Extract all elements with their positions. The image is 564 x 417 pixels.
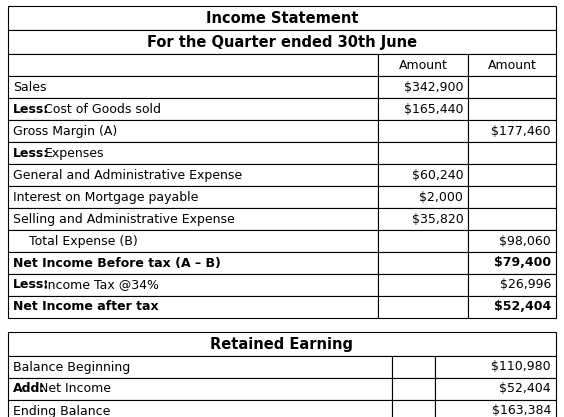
Bar	[378, 164, 468, 186]
Bar	[378, 54, 468, 76]
Bar	[378, 230, 468, 252]
Text: For the Quarter ended 30th June: For the Quarter ended 30th June	[147, 35, 417, 50]
Text: Total Expense (B): Total Expense (B)	[13, 234, 138, 248]
Bar	[468, 76, 556, 98]
Bar	[435, 356, 556, 378]
Bar	[8, 164, 378, 186]
Bar	[468, 120, 556, 142]
Bar	[378, 76, 468, 98]
Bar	[468, 54, 556, 76]
Text: Less:: Less:	[13, 146, 49, 159]
Bar	[391, 400, 435, 417]
Text: Less:: Less:	[13, 279, 49, 291]
Bar	[8, 230, 378, 252]
Text: Interest on Mortgage payable: Interest on Mortgage payable	[13, 191, 199, 203]
Bar	[468, 164, 556, 186]
Bar	[8, 76, 378, 98]
Bar	[468, 98, 556, 120]
Text: General and Administrative Expense: General and Administrative Expense	[13, 168, 242, 181]
Text: $52,404: $52,404	[499, 382, 551, 395]
Text: Net Income Before tax (A – B): Net Income Before tax (A – B)	[13, 256, 221, 269]
Bar	[435, 378, 556, 400]
Text: $52,404: $52,404	[494, 301, 551, 314]
Bar	[8, 378, 391, 400]
Bar	[8, 120, 378, 142]
Bar	[378, 296, 468, 318]
Bar	[378, 252, 468, 274]
Text: Add:: Add:	[13, 382, 45, 395]
Text: $79,400: $79,400	[494, 256, 551, 269]
Text: Expenses: Expenses	[45, 146, 104, 159]
Bar	[8, 98, 378, 120]
Bar	[8, 208, 378, 230]
Bar	[8, 332, 556, 356]
Text: $110,980: $110,980	[491, 361, 551, 374]
Bar	[435, 400, 556, 417]
Text: $98,060: $98,060	[499, 234, 551, 248]
Text: Cost of Goods sold: Cost of Goods sold	[45, 103, 161, 116]
Text: $60,240: $60,240	[412, 168, 463, 181]
Text: Net Income: Net Income	[39, 382, 111, 395]
Text: Amount: Amount	[488, 58, 536, 71]
Bar	[8, 6, 556, 30]
Bar	[468, 186, 556, 208]
Bar	[378, 142, 468, 164]
Bar	[8, 252, 378, 274]
Text: $342,900: $342,900	[404, 80, 463, 93]
Text: Income Statement: Income Statement	[206, 10, 358, 25]
Bar	[8, 142, 378, 164]
Text: $163,384: $163,384	[492, 404, 551, 417]
Text: $2,000: $2,000	[420, 191, 463, 203]
Bar	[8, 400, 391, 417]
Bar	[378, 120, 468, 142]
Text: Selling and Administrative Expense: Selling and Administrative Expense	[13, 213, 235, 226]
Text: Amount: Amount	[399, 58, 448, 71]
Text: Net Income after tax: Net Income after tax	[13, 301, 158, 314]
Bar	[8, 30, 556, 54]
Text: $35,820: $35,820	[412, 213, 463, 226]
Bar	[468, 208, 556, 230]
Bar	[468, 252, 556, 274]
Bar	[8, 356, 391, 378]
Bar	[391, 378, 435, 400]
Bar	[468, 142, 556, 164]
Text: $165,440: $165,440	[404, 103, 463, 116]
Bar	[378, 98, 468, 120]
Text: Sales: Sales	[13, 80, 46, 93]
Text: Gross Margin (A): Gross Margin (A)	[13, 125, 117, 138]
Bar	[468, 274, 556, 296]
Text: $26,996: $26,996	[500, 279, 551, 291]
Bar	[8, 296, 378, 318]
Text: Less:: Less:	[13, 103, 49, 116]
Bar	[468, 296, 556, 318]
Text: Ending Balance: Ending Balance	[13, 404, 111, 417]
Text: $177,460: $177,460	[491, 125, 551, 138]
Bar	[8, 274, 378, 296]
Bar	[468, 230, 556, 252]
Bar	[8, 186, 378, 208]
Bar	[8, 54, 378, 76]
Bar	[378, 274, 468, 296]
Text: Balance Beginning: Balance Beginning	[13, 361, 130, 374]
Bar	[378, 186, 468, 208]
Bar	[378, 208, 468, 230]
Text: Income Tax @34%: Income Tax @34%	[45, 279, 160, 291]
Text: Retained Earning: Retained Earning	[210, 337, 354, 352]
Bar	[391, 356, 435, 378]
